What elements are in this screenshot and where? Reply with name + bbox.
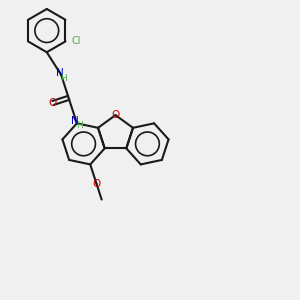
- Text: O: O: [92, 179, 101, 189]
- Text: N: N: [71, 116, 79, 126]
- Text: N: N: [56, 68, 63, 78]
- Text: O: O: [111, 110, 120, 120]
- Text: O: O: [49, 98, 57, 108]
- Text: H: H: [76, 121, 83, 130]
- Text: H: H: [61, 74, 67, 82]
- Text: Cl: Cl: [71, 36, 81, 46]
